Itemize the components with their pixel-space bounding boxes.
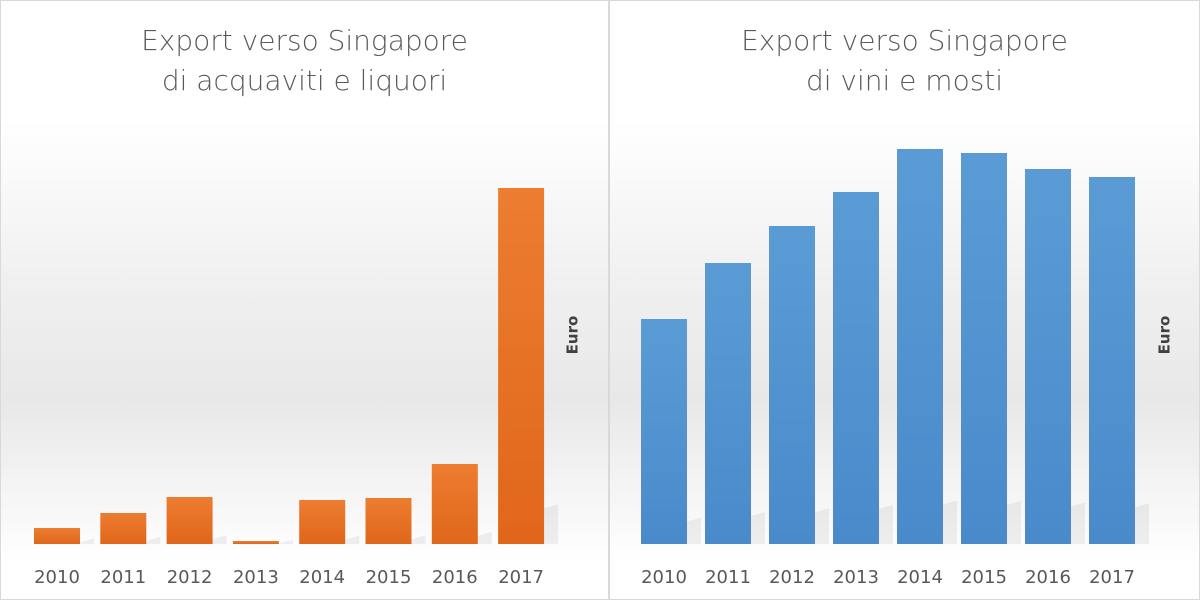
y-axis-label: Euro xyxy=(1155,315,1174,355)
bar-2012 xyxy=(769,226,815,544)
bar-shadow xyxy=(278,539,293,544)
bar-shadow xyxy=(1071,502,1085,544)
x-tick-label: 2014 xyxy=(299,567,345,588)
bar-2011 xyxy=(705,263,751,544)
bar-shadow xyxy=(687,517,701,544)
x-tick-label: 2016 xyxy=(432,567,478,588)
x-tick-label: 2015 xyxy=(366,567,412,588)
bar-2010 xyxy=(641,319,687,544)
x-tick-label: 2011 xyxy=(100,567,146,588)
bar-shadow xyxy=(1135,503,1149,544)
bar-shadow xyxy=(815,508,829,544)
y-axis-label: Euro xyxy=(563,315,582,355)
bar-2013 xyxy=(232,541,279,544)
x-tick-label: 2017 xyxy=(1089,567,1135,588)
x-tick-label: 2012 xyxy=(167,567,213,588)
bar-2014 xyxy=(299,500,346,544)
chart-vini-panel: 2010 2011 2012 2013 2014 2015 2016 2017 Export … xyxy=(609,0,1200,600)
chart-title-line-2: di acquaviti e liquori xyxy=(161,64,448,97)
bar-2010 xyxy=(34,528,80,544)
bar-shadow xyxy=(212,535,227,544)
bar-shadow xyxy=(345,535,360,544)
chart-title: Export verso Singapore di acquaviti e li… xyxy=(1,21,608,101)
bar-2016 xyxy=(1025,169,1071,544)
bar-chart: 2010 2011 2012 2013 2014 2015 2016 2017 xyxy=(34,188,559,588)
x-tick-label: 2017 xyxy=(498,567,544,588)
bar-chart: 2010 2011 2012 2013 2014 2015 2016 2017 xyxy=(641,149,1149,588)
x-tick-label: 2010 xyxy=(34,567,80,588)
bar-shadow xyxy=(411,535,426,544)
x-tick-label: 2016 xyxy=(1025,567,1071,588)
chart-title-line-1: Export verso Singapore xyxy=(141,24,468,57)
bar-2015 xyxy=(365,498,412,544)
bar-shadow xyxy=(146,536,161,544)
bar-shadow xyxy=(1007,500,1021,544)
x-tick-label: 2011 xyxy=(705,567,751,588)
bar-2017 xyxy=(1089,177,1135,544)
bar-2012 xyxy=(166,497,213,544)
bar-shadow xyxy=(943,500,957,544)
bar-shadow xyxy=(477,532,492,544)
bar-shadow xyxy=(879,504,893,544)
bar-2015 xyxy=(961,153,1007,544)
bar-2013 xyxy=(833,192,879,544)
bar-2014 xyxy=(897,149,943,544)
bar-shadow xyxy=(80,538,94,544)
chart-acquaviti-panel: 2010 2011 2012 2013 2014 2015 2016 2017 Export … xyxy=(0,0,609,600)
bar-shadow xyxy=(751,511,765,544)
chart-title-line-2: di vini e mosti xyxy=(805,64,1004,97)
x-tick-label: 2014 xyxy=(897,567,943,588)
x-tick-label: 2013 xyxy=(233,567,279,588)
chart-title: Export verso Singapore di vini e mosti xyxy=(610,21,1199,101)
bar-2017 xyxy=(498,188,545,544)
x-tick-label: 2013 xyxy=(833,567,879,588)
x-tick-label: 2010 xyxy=(641,567,687,588)
bar-2016 xyxy=(431,464,478,544)
bar-2011 xyxy=(100,513,147,544)
x-tick-label: 2012 xyxy=(769,567,815,588)
chart-title-line-1: Export verso Singapore xyxy=(741,24,1068,57)
x-tick-label: 2015 xyxy=(961,567,1007,588)
bar-shadow xyxy=(544,504,559,544)
